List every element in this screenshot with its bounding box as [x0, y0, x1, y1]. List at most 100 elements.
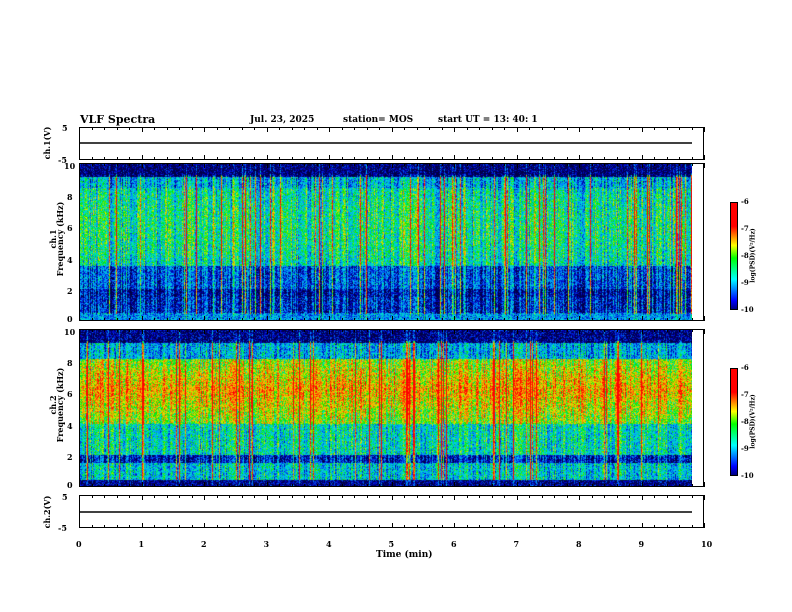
x-tick-mark — [341, 484, 343, 487]
x-tick-mark — [204, 495, 205, 500]
x-tick-mark — [79, 329, 80, 334]
x-tick-mark — [104, 495, 105, 498]
ch2-cbar-tick-6: -6 — [741, 363, 749, 372]
ch2-cbar-tick-7: -7 — [741, 390, 749, 399]
x-tick-mark — [304, 484, 305, 487]
x-tick-mark — [266, 329, 268, 334]
x-tick-mark — [604, 127, 605, 130]
x-tick-mark — [329, 482, 330, 487]
x-tick-mark — [554, 163, 555, 166]
x-tick-mark — [566, 157, 568, 160]
x-tick-mark — [479, 525, 480, 528]
x-tick-mark — [141, 482, 143, 487]
x-tick-mark — [304, 525, 305, 528]
x-tick-mark — [129, 127, 130, 130]
x-tick-label: 0 — [76, 539, 82, 549]
ch2-cbar-tick-8: -8 — [741, 417, 749, 426]
x-tick-mark — [441, 163, 443, 166]
x-tick-mark — [141, 127, 143, 132]
x-tick-mark — [704, 523, 705, 528]
ch1-spec-ytick-6: 6 — [67, 223, 73, 233]
x-tick-mark — [254, 127, 255, 130]
ch2-spec-ytick-10: 10 — [64, 327, 76, 337]
x-tick-mark — [341, 495, 343, 498]
x-tick-mark — [529, 318, 530, 321]
x-tick-mark — [304, 127, 305, 130]
x-tick-mark — [91, 318, 93, 321]
x-tick-mark — [504, 163, 505, 166]
x-tick-mark — [379, 329, 380, 332]
x-tick-mark — [679, 525, 680, 528]
x-tick-mark — [254, 163, 255, 166]
x-tick-mark — [704, 495, 705, 500]
x-tick-mark — [141, 155, 143, 160]
x-tick-mark — [316, 525, 318, 528]
x-tick-mark — [191, 157, 193, 160]
x-tick-mark — [379, 127, 380, 130]
x-tick-mark — [266, 127, 268, 132]
x-tick-mark — [454, 482, 455, 487]
x-tick-mark — [504, 127, 505, 130]
x-tick-label: 3 — [263, 539, 270, 549]
x-tick-mark — [516, 127, 518, 132]
x-tick-mark — [629, 329, 630, 332]
x-tick-mark — [229, 525, 230, 528]
x-tick-mark — [541, 318, 543, 321]
x-tick-mark — [216, 318, 218, 321]
x-tick-mark — [591, 157, 593, 160]
x-tick-mark — [466, 163, 468, 166]
x-tick-mark — [129, 329, 130, 332]
x-tick-mark — [216, 163, 218, 166]
x-tick-mark — [704, 482, 705, 487]
x-tick-mark — [479, 157, 480, 160]
x-tick-mark — [454, 155, 455, 160]
x-tick-mark — [691, 157, 693, 160]
x-tick-mark — [216, 495, 218, 498]
x-tick-mark — [604, 157, 605, 160]
x-tick-mark — [504, 329, 505, 332]
x-tick-mark — [229, 163, 230, 166]
x-tick-mark — [366, 127, 368, 130]
x-tick-mark — [679, 163, 680, 166]
x-tick-mark — [354, 127, 355, 130]
x-tick-mark — [266, 316, 268, 321]
x-tick-mark — [316, 329, 318, 332]
ch2-spec-ytick-4: 4 — [67, 421, 73, 431]
x-tick-mark — [454, 127, 455, 132]
ch2-wave-ylabel: ch.2(V) — [42, 495, 52, 529]
x-tick-mark — [116, 157, 118, 160]
x-tick-mark — [404, 163, 405, 166]
x-tick-mark — [391, 495, 393, 500]
x-tick-mark — [541, 525, 543, 528]
x-tick-mark — [241, 163, 243, 166]
x-tick-mark — [541, 484, 543, 487]
x-tick-mark — [479, 318, 480, 321]
x-tick-mark — [104, 127, 105, 130]
x-tick-mark — [441, 525, 443, 528]
x-tick-mark — [341, 525, 343, 528]
x-tick-mark — [316, 495, 318, 498]
x-tick-mark — [429, 163, 430, 166]
x-tick-mark — [216, 127, 218, 130]
x-tick-mark — [266, 155, 268, 160]
x-tick-mark — [204, 155, 205, 160]
x-tick-mark — [616, 525, 618, 528]
x-tick-mark — [266, 163, 268, 168]
x-tick-mark — [279, 318, 280, 321]
x-tick-mark — [641, 495, 643, 500]
x-tick-mark — [554, 525, 555, 528]
x-tick-mark — [504, 318, 505, 321]
x-tick-mark — [141, 495, 143, 500]
ch2-waveform-plot — [80, 511, 692, 513]
x-tick-mark — [391, 523, 393, 528]
ch2-spectrogram-panel — [79, 329, 704, 487]
x-tick-mark — [591, 163, 593, 166]
x-tick-mark — [366, 484, 368, 487]
x-tick-mark — [254, 318, 255, 321]
x-tick-mark — [679, 484, 680, 487]
x-tick-label: 6 — [451, 539, 457, 549]
ch1-cbar-tick-7: -7 — [741, 224, 749, 233]
x-tick-mark — [179, 484, 180, 487]
x-tick-mark — [79, 495, 80, 500]
ch1-cbar-tick-9: -9 — [741, 278, 749, 287]
